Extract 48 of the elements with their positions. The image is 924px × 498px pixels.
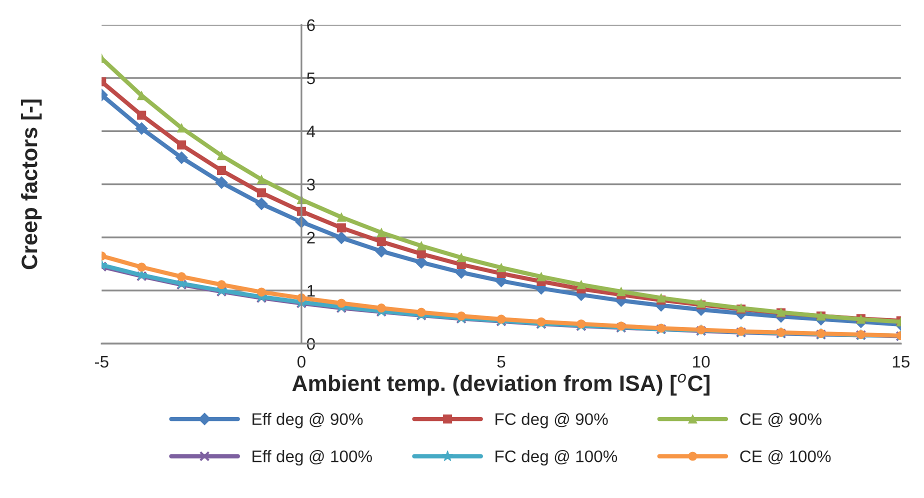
point [175,151,188,164]
y-tick-label: 2 [307,232,315,244]
point [215,176,228,189]
point [376,304,386,313]
y-tick-label: 5 [306,72,315,84]
point [137,110,146,120]
point [336,298,346,308]
point [336,212,346,222]
x-tick-label: -5 [94,356,108,368]
x-tick-label: 5 [497,356,506,368]
x-tick-label: 15 [892,356,910,368]
x-tick-label: 0 [297,356,306,368]
point [456,253,466,262]
point [336,223,346,232]
y-tick-label: 3 [306,178,315,190]
legend-label: FC deg @ 100% [496,450,618,466]
point [256,174,266,184]
point [416,241,426,250]
point [255,198,268,210]
point [616,287,626,296]
point [256,288,266,297]
point [656,293,666,302]
point [135,122,148,135]
point [576,280,586,290]
point [177,140,186,150]
point [256,188,266,198]
legend-label: Eff deg @ 100% [252,450,372,466]
point [536,272,546,282]
x-tick-label: 10 [693,356,710,368]
y-tick-label: 4 [306,126,316,138]
point [217,280,226,290]
point [137,262,146,272]
point [335,232,348,244]
point [217,151,226,160]
point [376,237,386,246]
point [376,228,386,238]
x-axis-title: Ambient temp. (deviation from ISA) [$^{o}$C] [292,374,710,396]
legend-label: CE @ 90% [740,412,822,428]
point [217,166,226,175]
legend-label: Eff deg @ 90% [252,412,363,428]
legend-label: FC deg @ 90% [496,412,608,428]
point [496,263,506,272]
point [177,272,186,282]
point [375,244,388,258]
legend-label: CE @ 100% [740,450,831,464]
y-axis-title: Creep factors [-] [20,100,42,270]
y-tick-label: 1 [308,285,315,297]
y-tick-label: 6 [307,19,315,32]
